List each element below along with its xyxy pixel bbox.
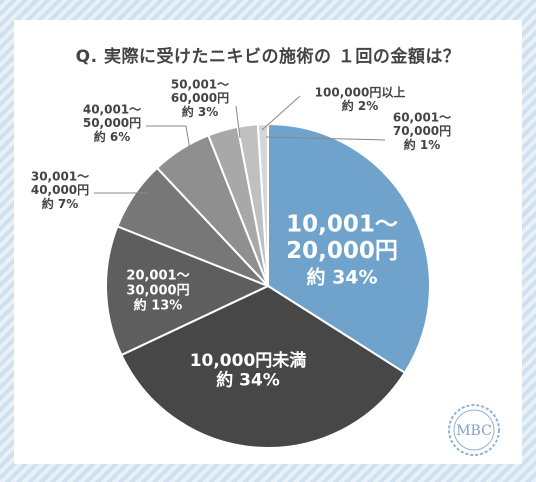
slice-label: 40,000円 <box>31 183 89 197</box>
leader-line <box>265 136 386 141</box>
slice-label: 20,000円 <box>286 238 398 264</box>
slice-label: 50,000円 <box>83 116 141 130</box>
pie-slice <box>120 284 407 449</box>
slice-percent: 約 2% <box>342 98 379 113</box>
slice-label: 50,001～ <box>171 77 229 91</box>
slice-percent: 約 3% <box>182 104 219 119</box>
mbc-seal-icon: MBC <box>448 404 500 456</box>
slice-label: 30,001～ <box>31 169 89 183</box>
slice-percent: 約 7% <box>42 196 79 211</box>
slice-percent: 約 13% <box>134 298 183 314</box>
slice-label: 30,000円 <box>126 284 189 299</box>
slice-label: 10,001～ <box>286 212 398 238</box>
pie-slice <box>105 225 271 357</box>
slice-label: 20,001～ <box>126 269 189 284</box>
slice-label: 100,000円以上 <box>315 84 406 99</box>
slice-label: 40,001～ <box>83 102 141 116</box>
slice-label: 60,001～ <box>393 110 451 124</box>
slice-label: 60,000円 <box>171 91 229 105</box>
slice-percent: 約 34% <box>216 370 280 391</box>
slice-percent: 約 34% <box>306 265 377 288</box>
slice-percent: 約 6% <box>94 129 131 144</box>
leader-line <box>235 105 241 139</box>
chart-title: Q. 実際に受けたニキビの施術の １回の金額は？ <box>75 47 461 67</box>
slice-label: 10,000円未満 <box>190 350 307 371</box>
leader-line <box>146 125 191 151</box>
logo-text: MBC <box>456 423 492 439</box>
slice-label: 70,000円 <box>393 124 451 138</box>
mbc-logo: MBC <box>446 402 502 458</box>
slice-percent: 約 1% <box>404 137 441 152</box>
leader-line <box>261 95 301 131</box>
